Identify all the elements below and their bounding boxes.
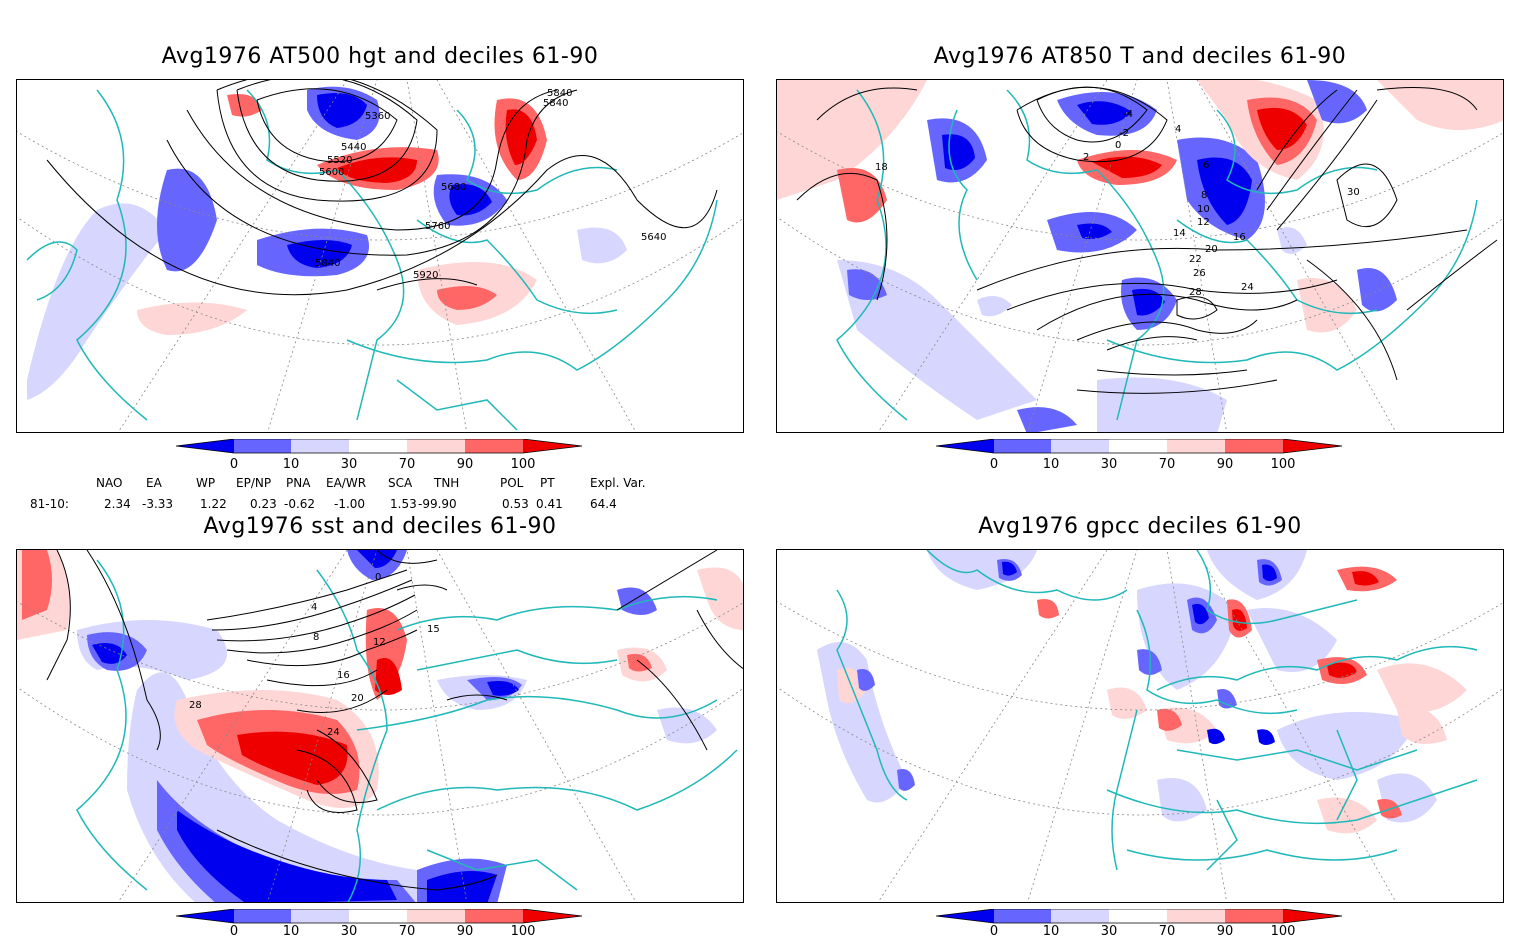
contour-label: 5600 (319, 167, 344, 178)
index-value: -0.62 (284, 497, 316, 511)
panel-title-t850: Avg1976 AT850 T and deciles 61-90 (933, 44, 1347, 69)
colorbar-label: 100 (1270, 457, 1296, 472)
contour-label: 24 (327, 727, 340, 738)
index-value: 64.4 (590, 497, 617, 511)
colorbar-top-right: 0 10 30 70 90 100 (935, 438, 1356, 473)
panel-title-sst: Avg1976 sst and deciles 61-90 (203, 514, 557, 539)
colorbar-label: 90 (1216, 924, 1234, 939)
contour-label: 10 (1197, 204, 1210, 215)
contour-label: -2 (1119, 128, 1129, 139)
colorbar-label: 100 (1270, 924, 1296, 939)
contour-label: 5680 (441, 182, 466, 193)
contour-label: 8 (313, 632, 319, 643)
contour-label: 20 (351, 693, 364, 704)
index-name: POL (500, 476, 524, 490)
contour-label: 15 (427, 624, 440, 635)
colorbar-label: 0 (229, 457, 239, 472)
contour-label: 0 (375, 572, 381, 583)
colorbar-label: 30 (1100, 924, 1118, 939)
index-name: PNA (286, 476, 311, 490)
contour-label: 4 (1175, 124, 1181, 135)
contour-label: 0 (1115, 140, 1121, 151)
index-name: TNH (434, 476, 460, 490)
colorbar-label: 0 (989, 924, 999, 939)
contour-label: 5440 (341, 142, 366, 153)
panel-title-gpcc: Avg1976 gpcc deciles 61-90 (978, 514, 1302, 539)
colorbar-bottom-right: 0 10 30 70 90 100 (935, 908, 1356, 943)
contour-label: 12 (1197, 217, 1210, 228)
colorbar-label: 90 (456, 924, 474, 939)
index-value: 0.23 (250, 497, 277, 511)
colorbar-top-left: 0 10 30 70 90 100 (175, 438, 596, 473)
contour-label: 16 (337, 670, 350, 681)
contour-label: -4 (1123, 109, 1133, 120)
contour-label: 4 (311, 602, 317, 613)
contour-label: 16 (1233, 232, 1246, 243)
colorbar-label: 30 (1100, 457, 1118, 472)
contour-label: 30 (1347, 187, 1360, 198)
index-value: 0.53 (502, 497, 529, 511)
colorbar-label: 10 (282, 457, 300, 472)
colorbar-label: 100 (510, 457, 536, 472)
map-panel-gpcc (776, 549, 1504, 903)
map-panel-hgt500: 5360 5440 5520 5600 5680 5760 5840 5840 … (16, 79, 744, 433)
contour-label: 5920 (413, 270, 438, 281)
index-value: 2.34 (104, 497, 131, 511)
contour-label: 26 (1193, 268, 1206, 279)
contour-label: 24 (1241, 282, 1254, 293)
contour-label: 5760 (425, 221, 450, 232)
colorbar-label: 100 (510, 924, 536, 939)
colorbar-label: 10 (1042, 457, 1060, 472)
colorbar-label: 0 (229, 924, 239, 939)
index-name: WP (196, 476, 216, 490)
contour-label: 5360 (365, 111, 390, 122)
contour-label: 5840 (315, 258, 340, 269)
contour-label: 12 (373, 637, 386, 648)
colorbar-label: 90 (456, 457, 474, 472)
contour-label: 2 (1083, 152, 1089, 163)
map-panel-t850: -4 -2 0 2 4 6 8 10 12 14 16 18 20 22 24 … (776, 79, 1504, 433)
colorbar-label: 70 (1158, 457, 1176, 472)
colorbar-bottom-left: 0 10 30 70 90 100 (175, 908, 596, 943)
index-name: EA/WR (326, 476, 367, 490)
index-name: Expl. Var. (590, 476, 646, 490)
contour-label: 5520 (327, 155, 352, 166)
contour-label: 6 (1203, 160, 1209, 171)
index-value: 1.22 (200, 497, 227, 511)
index-value: -1.00 (334, 497, 366, 511)
colorbar-label: 70 (398, 924, 416, 939)
contour-label: 14 (1173, 228, 1186, 239)
contour-label: 28 (189, 700, 202, 711)
index-name: NAO (96, 476, 123, 490)
index-value: 1.53 (390, 497, 417, 511)
index-name: EA (146, 476, 162, 490)
map-panel-sst: 0 4 8 12 16 20 24 28 15 (16, 549, 744, 903)
colorbar-label: 10 (1042, 924, 1060, 939)
index-value: -99.90 (418, 497, 457, 511)
colorbar-label: 30 (340, 457, 358, 472)
colorbar-label: 70 (398, 457, 416, 472)
colorbar-label: 70 (1158, 924, 1176, 939)
contour-label: 5840 (547, 88, 572, 99)
index-name: SCA (388, 476, 413, 490)
contour-label: 22 (1189, 254, 1202, 265)
index-value: 0.41 (536, 497, 563, 511)
contour-label: 20 (1205, 244, 1218, 255)
colorbar-label: 10 (282, 924, 300, 939)
colorbar-label: 30 (340, 924, 358, 939)
panel-title-hgt500: Avg1976 AT500 hgt and deciles 61-90 (161, 44, 599, 69)
index-row-label: 81-10: (30, 497, 69, 511)
contour-label: 18 (875, 162, 888, 173)
colorbar-label: 90 (1216, 457, 1234, 472)
colorbar-label: 0 (989, 457, 999, 472)
contour-label: 8 (1201, 190, 1207, 201)
index-value: -3.33 (142, 497, 174, 511)
contour-label: 5840 (543, 98, 568, 109)
index-name: PT (540, 476, 555, 490)
contour-label: 5640 (641, 232, 666, 243)
contour-label: 28 (1189, 287, 1202, 298)
index-name: EP/NP (236, 476, 272, 490)
